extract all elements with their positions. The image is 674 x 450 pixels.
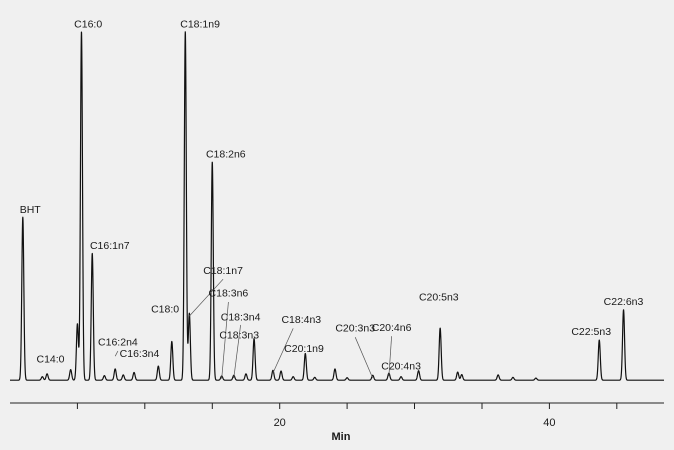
peak-label: BHT — [20, 204, 42, 216]
x-axis: 20 40 — [10, 402, 664, 429]
peak-label: C20:1n9 — [284, 343, 324, 355]
peak-label: C16:0 — [74, 19, 102, 31]
peak-label: C18:3n6 — [209, 287, 249, 299]
peak-label: C20:4n3 — [381, 361, 421, 373]
peak-label: C22:6n3 — [604, 296, 644, 308]
chromatogram-trace — [9, 31, 665, 381]
peak-label: C18:1n9 — [180, 19, 220, 31]
peak-leader-line — [388, 336, 392, 377]
peak-leader-line — [114, 350, 119, 357]
peak-leader-line — [354, 337, 374, 379]
x-tick-label: 40 — [543, 417, 555, 429]
peak-label: C20:4n6 — [372, 322, 412, 334]
peak-label: C18:1n7 — [203, 265, 243, 277]
peak-label: C18:3n3 — [219, 330, 259, 342]
peak-label: C20:3n3 — [335, 323, 375, 335]
peak-leader-lines — [114, 278, 392, 379]
peak-label: C18:2n6 — [206, 149, 246, 161]
peak-label: C18:4n3 — [281, 314, 321, 326]
peak-label: C14:0 — [36, 354, 64, 366]
peak-label: C20:5n3 — [419, 291, 459, 303]
peak-leader-line — [221, 301, 229, 379]
chromatogram-trace-layer — [9, 31, 665, 381]
peak-label: C18:0 — [151, 304, 179, 316]
peak-label: C18:3n4 — [221, 311, 261, 323]
peak-label: C16:1n7 — [90, 240, 130, 252]
peak-leader-line — [233, 324, 241, 379]
peak-label: C16:3n4 — [120, 348, 160, 360]
peak-leader-line — [189, 278, 224, 317]
peak-label: C16:2n4 — [98, 337, 138, 349]
x-tick-label: 20 — [274, 417, 286, 429]
peak-label: C22:5n3 — [571, 326, 611, 338]
peak-leader-line — [272, 328, 294, 374]
x-axis-title: Min — [332, 431, 351, 443]
